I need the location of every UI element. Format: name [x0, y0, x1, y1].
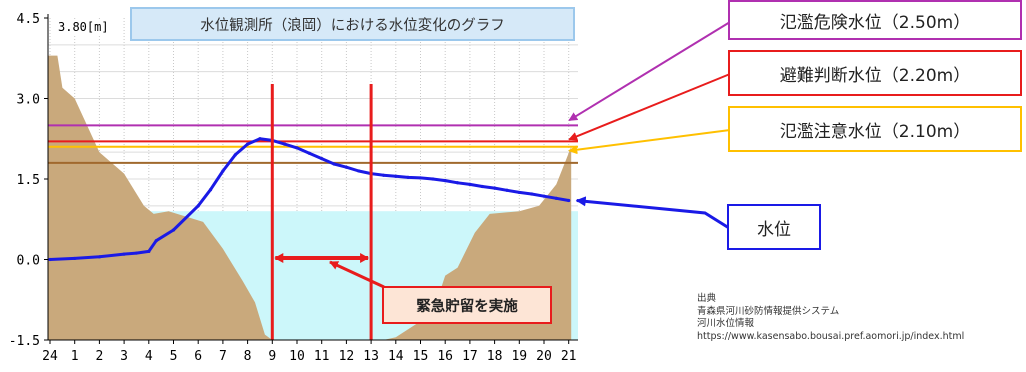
water-level-point: [517, 190, 521, 195]
water-level-point: [505, 188, 509, 192]
water-level-point: [73, 256, 77, 261]
water-level-point: [332, 162, 336, 166]
x-tick-label: 8: [244, 349, 252, 364]
water-level-point: [48, 257, 52, 262]
danger-level-callout: 氾濫危険水位（2.50m）: [728, 0, 1022, 40]
emergency-storage-label: 緊急貯留を実施: [382, 286, 552, 324]
axes: 4.53.01.50.0-1.524 1 2 3 4 5 6 7 8 9 10 11 12 13 14 15 1…: [9, 12, 578, 364]
source-line-info: 河川水位情報: [697, 318, 755, 329]
water-level-point: [134, 251, 139, 255]
evacuation-callout-arrow: [568, 73, 731, 141]
x-tick-label: 13: [363, 349, 379, 364]
scale-label: 3.80[m]: [56, 20, 111, 34]
riverbed-cross-section: [48, 55, 572, 340]
water-level-point: [283, 142, 287, 146]
x-tick-label: 11: [314, 349, 330, 364]
callout-pointers: [568, 21, 731, 230]
water-level-point: [258, 137, 262, 141]
water-level-point: [320, 157, 324, 161]
water-level-point: [567, 198, 571, 203]
x-tick-label: 12: [339, 349, 355, 364]
water-level-point: [530, 192, 534, 196]
y-tick-label: -1.5: [9, 334, 40, 349]
emergency-storage-markers: [270, 84, 385, 340]
water-level-point: [443, 179, 447, 183]
water-level-point: [381, 173, 386, 177]
source-heading: 出典: [697, 293, 717, 304]
water-level-point: [394, 174, 398, 178]
x-tick-label: 21: [561, 349, 577, 364]
water-level-point: [307, 151, 311, 155]
water-level-point: [431, 177, 435, 181]
emergency-label-pointer: [329, 260, 385, 289]
x-tick-label: 9: [268, 349, 276, 364]
water-level-point: [154, 239, 158, 243]
y-tick-label: 3.0: [17, 93, 40, 108]
danger-callout-arrow: [568, 21, 731, 122]
water-level-point: [418, 176, 423, 180]
x-tick-label: 20: [536, 349, 552, 364]
water-level-point: [542, 194, 546, 198]
riverbed-profile: [48, 55, 572, 340]
water-level-point: [196, 204, 200, 208]
water-level-point: [493, 186, 497, 190]
water-level-point: [480, 184, 484, 189]
y-tick-label: 4.5: [17, 12, 40, 27]
water-level-point: [122, 252, 126, 256]
water-level-point: [357, 169, 361, 173]
water-level-point: [344, 165, 348, 169]
x-tick-label: 4: [145, 349, 153, 364]
water-level-point: [171, 228, 176, 232]
x-tick-label: 15: [413, 349, 429, 364]
source-url[interactable]: https://www.kasensabo.bousai.pref.aomori…: [697, 330, 965, 342]
water-level-point: [246, 142, 250, 146]
x-tick-label: 2: [95, 349, 103, 364]
x-tick-label: 14: [388, 349, 404, 364]
x-tick-label: 18: [487, 349, 503, 364]
water-level-point: [554, 196, 558, 200]
x-tick-label: 6: [194, 349, 202, 364]
water-level-point: [406, 175, 410, 179]
water-callout-arrow: [575, 196, 730, 230]
water-level-point: [147, 249, 151, 254]
water-level-point: [295, 146, 299, 150]
x-tick-label: 3: [120, 349, 128, 364]
y-tick-label: 0.0: [17, 254, 40, 269]
water-level-point: [221, 169, 225, 173]
x-tick-label: 19: [511, 349, 527, 364]
water-level-point: [208, 188, 213, 192]
y-tick-label: 1.5: [17, 173, 40, 188]
x-tick-label: 1: [71, 349, 79, 364]
source-citation: 出典 青森県河川砂防情報提供システム 河川水位情報 https://www.ka…: [697, 293, 964, 343]
caution-level-callout: 氾濫注意水位（2.10m）: [728, 106, 1022, 152]
x-tick-label: 7: [219, 349, 227, 364]
water-level-callout: 水位: [727, 204, 821, 250]
water-level-point: [455, 181, 460, 185]
threshold-lines: [48, 124, 578, 164]
x-tick-label: 17: [462, 349, 478, 364]
x-tick-label: 24: [42, 349, 58, 364]
water-level-point: [233, 153, 237, 157]
caution-callout-arrow: [568, 129, 731, 155]
x-tick-label: 10: [289, 349, 305, 364]
evacuation-level-callout: 避難判断水位（2.20m）: [728, 50, 1022, 96]
chart-title: 水位観測所（浪岡）における水位変化のグラフ: [130, 7, 575, 41]
source-line-system: 青森県河川砂防情報提供システム: [697, 305, 840, 317]
x-tick-label: 5: [170, 349, 178, 364]
x-tick-label: 16: [437, 349, 453, 364]
water-level-point: [97, 255, 101, 259]
water-level-point: [468, 182, 472, 186]
